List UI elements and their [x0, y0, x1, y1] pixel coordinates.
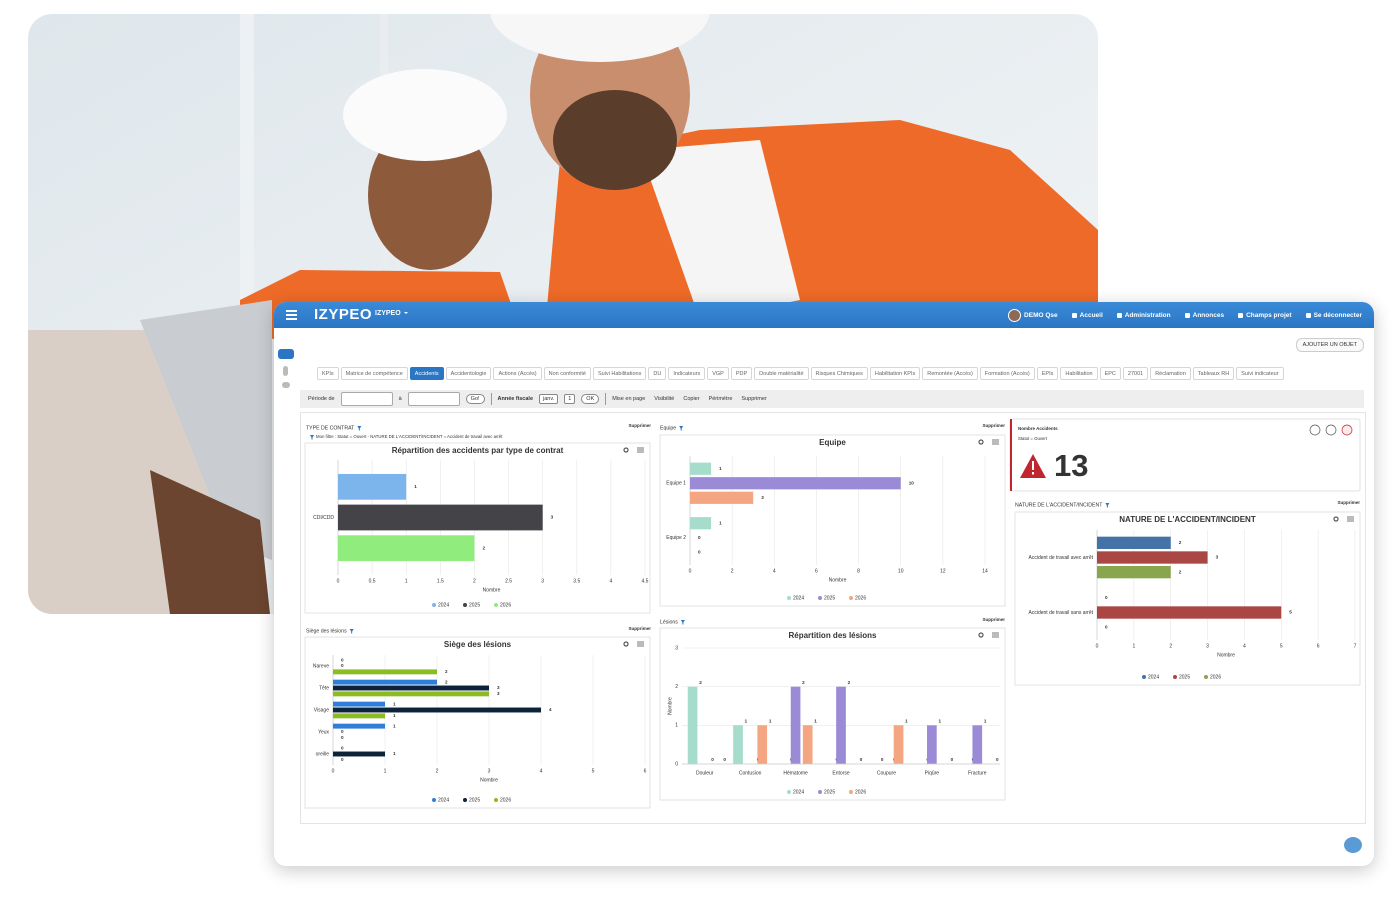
nav-label[interactable]: Champs projet — [1246, 312, 1292, 319]
tab[interactable]: EPC — [1099, 367, 1121, 380]
tab[interactable]: Remontée (Accès) — [922, 367, 978, 380]
tab[interactable]: VGP — [707, 367, 729, 380]
top-bar: IZYPEO IZYPEO DEMO Qse Accueil Administrat… — [274, 302, 1374, 328]
shirt — [640, 140, 800, 320]
nav-label[interactable]: Administration — [1124, 312, 1171, 319]
arm — [150, 470, 270, 614]
nav-item[interactable]: DEMO Qse — [1008, 309, 1058, 322]
workspace[interactable]: IZYPEO — [375, 310, 408, 317]
tab[interactable]: Non conformité — [543, 367, 591, 380]
tab[interactable]: Indicateurs — [668, 367, 706, 380]
toolbar-action[interactable]: Visibilité — [654, 396, 675, 402]
day-select[interactable]: 1 — [564, 394, 576, 404]
tab[interactable]: 27001 — [1122, 367, 1149, 380]
nav-item[interactable]: Administration — [1116, 312, 1171, 319]
nav-label[interactable]: Accueil — [1079, 312, 1103, 319]
workspace-name[interactable]: IZYPEO — [375, 310, 401, 317]
nav: DEMO Qse Accueil Administration Annonces Cha… — [1008, 309, 1362, 322]
side-icon[interactable] — [282, 382, 290, 388]
nav-icon — [1305, 313, 1311, 318]
tab[interactable]: Matrice de compétence — [340, 367, 408, 380]
to-label: à — [398, 396, 402, 402]
tabs: KPIs Matrice de compétence Accidents Accide… — [317, 367, 1364, 380]
nav-icon — [1238, 313, 1244, 318]
separator — [605, 393, 607, 405]
chat-button[interactable] — [1344, 837, 1362, 853]
tab[interactable]: Habilitation — [1060, 367, 1098, 380]
helmet — [490, 14, 710, 62]
tab[interactable]: Accidentologie — [445, 367, 492, 380]
side-icon[interactable] — [278, 349, 294, 359]
tab[interactable]: PDP — [730, 367, 753, 380]
tab[interactable]: Tableaux RH — [1192, 367, 1235, 380]
nav-item[interactable]: Accueil — [1071, 312, 1103, 319]
app-window: IZYPEO IZYPEO DEMO Qse Accueil Administrat… — [274, 302, 1374, 866]
go-button[interactable]: Go! — [465, 394, 485, 404]
tab[interactable]: Habilitation KPIs — [869, 367, 921, 380]
dashboard-area — [300, 412, 1366, 824]
fiscal-year[interactable]: Année fiscale — [497, 396, 534, 402]
tab[interactable]: KPIs — [317, 367, 339, 380]
tab[interactable]: EPIs — [1036, 367, 1059, 380]
date-input[interactable] — [340, 392, 393, 406]
toolbar-action[interactable]: Mise en page — [612, 396, 646, 402]
avatar — [1008, 309, 1022, 322]
caret — [403, 312, 408, 315]
nav-label[interactable]: Se déconnecter — [1313, 312, 1362, 319]
nav-item[interactable]: Se déconnecter — [1305, 312, 1362, 319]
toolbar-action[interactable]: Périmètre — [708, 396, 733, 402]
side-icon[interactable] — [283, 366, 288, 376]
menu-button[interactable] — [286, 310, 297, 320]
actions: Mise en page Visibilité Copier Périmètre Sup… — [612, 396, 767, 402]
nav-icon — [1184, 313, 1190, 318]
nav-item[interactable]: Champs projet — [1238, 312, 1292, 319]
brand[interactable]: IZYPEO — [314, 306, 373, 323]
tab[interactable]: Accidents — [409, 367, 444, 380]
period-label: Période de — [308, 396, 335, 402]
nav-icon — [1071, 313, 1077, 318]
tab[interactable]: Suivi indicateur — [1236, 367, 1284, 380]
ok-button[interactable]: OK — [581, 394, 600, 404]
tab[interactable]: Risques Chimiques — [810, 367, 868, 380]
tab[interactable]: DU — [648, 367, 667, 380]
tab[interactable]: Double matérialité — [754, 367, 809, 380]
laptop — [140, 300, 272, 560]
beard — [553, 90, 677, 190]
add-object-button[interactable]: AJOUTER UN OBJET — [1295, 338, 1364, 352]
toolbar-action[interactable]: Supprimer — [741, 396, 767, 402]
toolbar-action[interactable]: Copier — [683, 396, 700, 402]
tab[interactable]: Formation (Accès) — [979, 367, 1035, 380]
tab[interactable]: Actions (Accès) — [493, 367, 542, 380]
nav-label[interactable]: DEMO Qse — [1024, 312, 1058, 319]
nav-icon — [1116, 313, 1122, 318]
nav-label[interactable]: Annonces — [1192, 312, 1225, 319]
filter-bar: Période de à Go! Année fiscale janv. 1 O… — [300, 390, 1364, 408]
date-input[interactable] — [407, 392, 460, 406]
nav-item[interactable]: Annonces — [1184, 312, 1225, 319]
tab[interactable]: Réclamation — [1150, 367, 1191, 380]
helmet — [343, 69, 507, 161]
tab[interactable]: Suivi Habilitations — [592, 367, 647, 380]
separator — [490, 393, 492, 405]
month-select[interactable]: janv. — [539, 394, 559, 404]
